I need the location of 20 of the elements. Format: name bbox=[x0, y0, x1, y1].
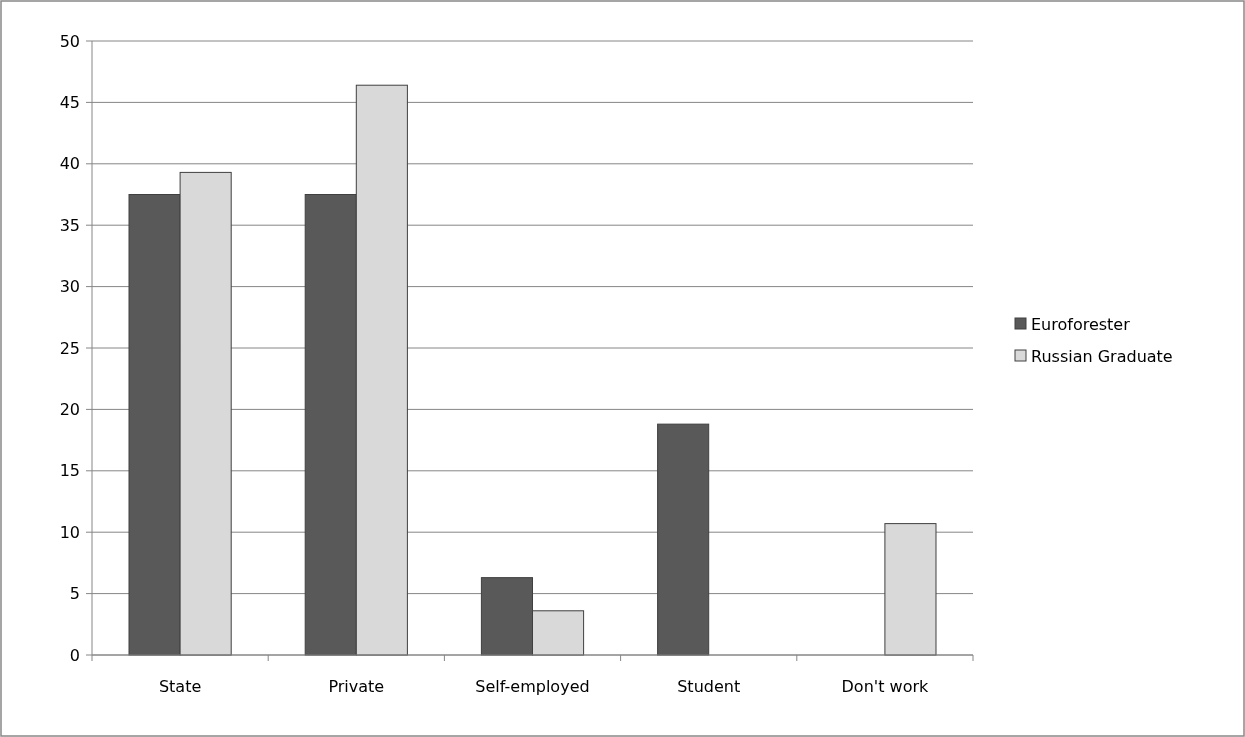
y-tick-label: 35 bbox=[59, 215, 80, 235]
y-tick-label: 5 bbox=[69, 584, 80, 604]
y-tick-label: 45 bbox=[59, 93, 80, 112]
legend-label: Euroforester bbox=[1031, 314, 1131, 334]
y-tick-label: 10 bbox=[59, 522, 80, 542]
x-tick-label: Self-employed bbox=[475, 677, 590, 696]
x-tick-label: Private bbox=[328, 677, 385, 696]
y-tick-label: 15 bbox=[59, 461, 80, 481]
x-tick-label: Student bbox=[677, 677, 741, 696]
bar bbox=[884, 523, 937, 656]
bar bbox=[657, 423, 710, 656]
y-tick-label: 0 bbox=[69, 645, 80, 665]
y-tick-label: 50 bbox=[59, 31, 80, 51]
x-tick-label: State bbox=[158, 677, 202, 696]
x-tick-label: Don't work bbox=[841, 677, 929, 696]
legend-label: Russian Graduate bbox=[1031, 346, 1173, 366]
y-tick-label: 25 bbox=[59, 338, 80, 358]
y-tick-label: 40 bbox=[59, 154, 80, 174]
y-tick-label: 30 bbox=[59, 277, 80, 297]
y-tick-label: 20 bbox=[59, 400, 80, 419]
